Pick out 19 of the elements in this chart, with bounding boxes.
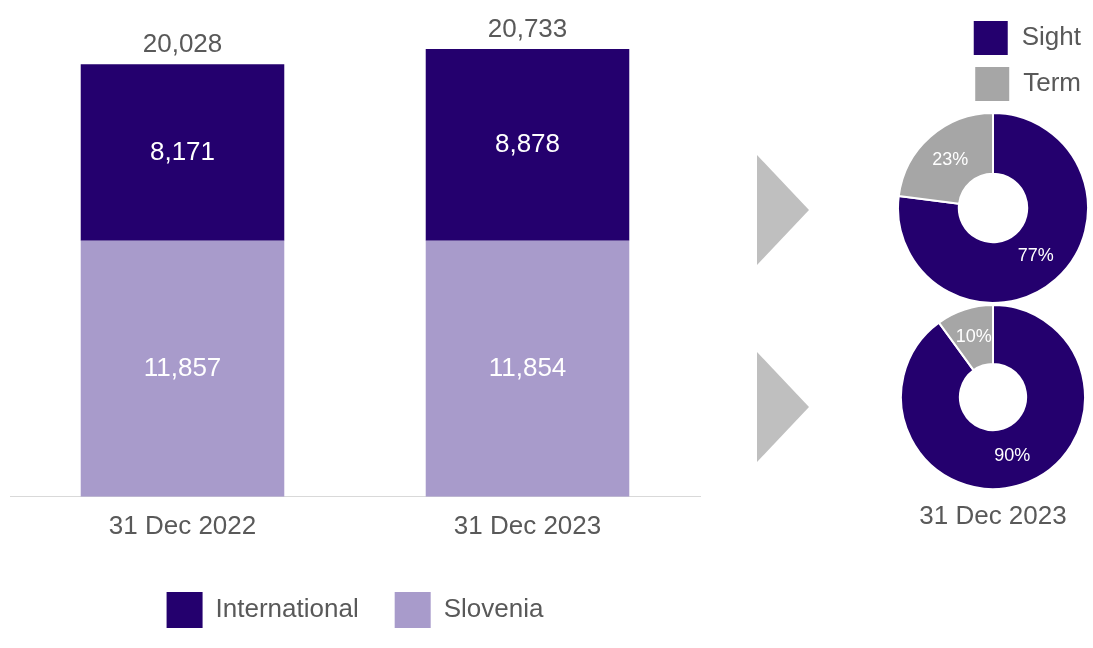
legend-label: Slovenia	[443, 593, 544, 624]
bar	[425, 240, 630, 497]
x-tick-label: 31 Dec 2022	[108, 509, 257, 540]
data-label: 8,171	[149, 135, 216, 166]
legend-label: International	[215, 593, 359, 624]
legend-label: Sight	[1021, 21, 1082, 52]
data-label: 77%	[1017, 245, 1054, 266]
bar	[80, 240, 285, 497]
data-label: 10%	[955, 326, 992, 347]
bar	[80, 64, 285, 241]
legend-label: Term	[1023, 67, 1081, 98]
data-label: 8,878	[494, 128, 561, 159]
total-label: 20,028	[142, 28, 223, 59]
bar	[425, 48, 630, 241]
data-label: 23%	[932, 148, 969, 169]
data-label: 11,854	[488, 351, 567, 382]
data-label: 11,857	[143, 351, 222, 382]
total-label: 20,733	[487, 13, 568, 44]
data-label: 90%	[994, 445, 1031, 466]
